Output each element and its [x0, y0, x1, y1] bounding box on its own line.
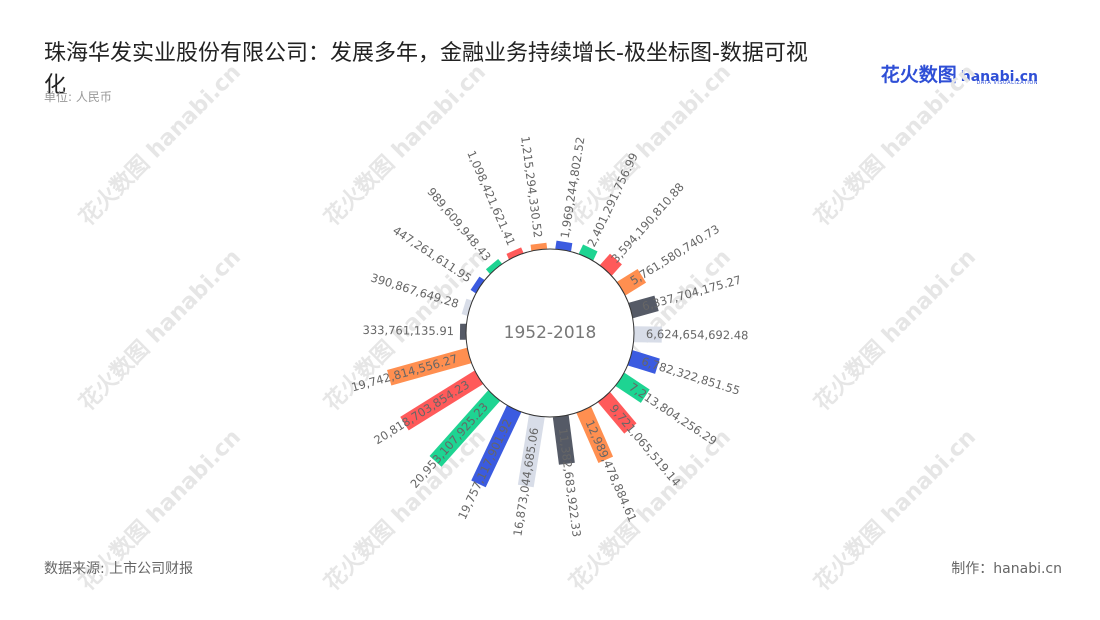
polar-bar [387, 347, 472, 386]
watermark-text: 花火数图 hanabi.cn [564, 59, 736, 231]
polar-bar [506, 247, 524, 260]
polar-bar [485, 258, 503, 274]
watermark-text: 花火数图 hanabi.cn [809, 59, 981, 231]
polar-bar [576, 406, 614, 464]
polar-bar [578, 244, 598, 261]
chart-title: 珠海华发实业股份有限公司：发展多年，金融业务持续增长-极坐标图-数据可视化 [44, 41, 808, 98]
polar-bar [628, 295, 659, 319]
polar-bar [530, 242, 548, 251]
logo-en-text: hanabi.cn [960, 69, 1038, 85]
logo-sub-text: DATA VISUALIZATION [976, 80, 1038, 86]
bar-value-label: 11,382,683,922.33 [556, 427, 584, 538]
data-source: 数据来源: 上市公司财报 [44, 561, 194, 577]
polar-bar [617, 269, 647, 296]
polar-bar [627, 350, 660, 374]
watermark-text: 花火数图 hanabi.cn [74, 244, 246, 416]
bar-value-label: 6,624,654,692.48 [646, 327, 749, 342]
bar-value-label: 6,782,322,851.55 [640, 354, 742, 398]
polar-bar [599, 253, 622, 276]
watermark-text: 花火数图 hanabi.cn [74, 59, 246, 231]
bar-value-label: 333,761,135.91 [362, 323, 454, 338]
watermark-text: 花火数图 hanabi.cn [319, 59, 491, 231]
bars-layer [387, 240, 662, 488]
polar-bar [461, 298, 473, 316]
watermark-text: 花火数图 hanabi.cn [809, 244, 981, 416]
bar-value-label: 16,873,044,685.06 [510, 427, 541, 538]
polar-bar [555, 240, 573, 252]
polar-bar [471, 405, 522, 488]
polar-bar [400, 370, 483, 431]
polar-bar [517, 414, 545, 488]
polar-bar [552, 415, 575, 465]
polar-bar [633, 326, 662, 343]
polar-bar [429, 390, 501, 467]
bar-value-label: 1,215,294,330.52 [518, 135, 545, 238]
polar-bar [470, 276, 485, 294]
brand-logo: 花火数图 hanabi.cn DATA VISUALIZATION [881, 60, 1038, 87]
polar-bar [459, 323, 467, 340]
logo-cn-text: 花火数图 [880, 64, 957, 86]
credit-text: 制作：hanabi.cn [951, 561, 1062, 577]
center-label: 1952-2018 [504, 323, 597, 343]
center-circle [465, 248, 635, 418]
polar-bar [615, 372, 650, 403]
polar-bar [597, 392, 637, 434]
unit-label: 单位: 人民币 [44, 90, 112, 104]
